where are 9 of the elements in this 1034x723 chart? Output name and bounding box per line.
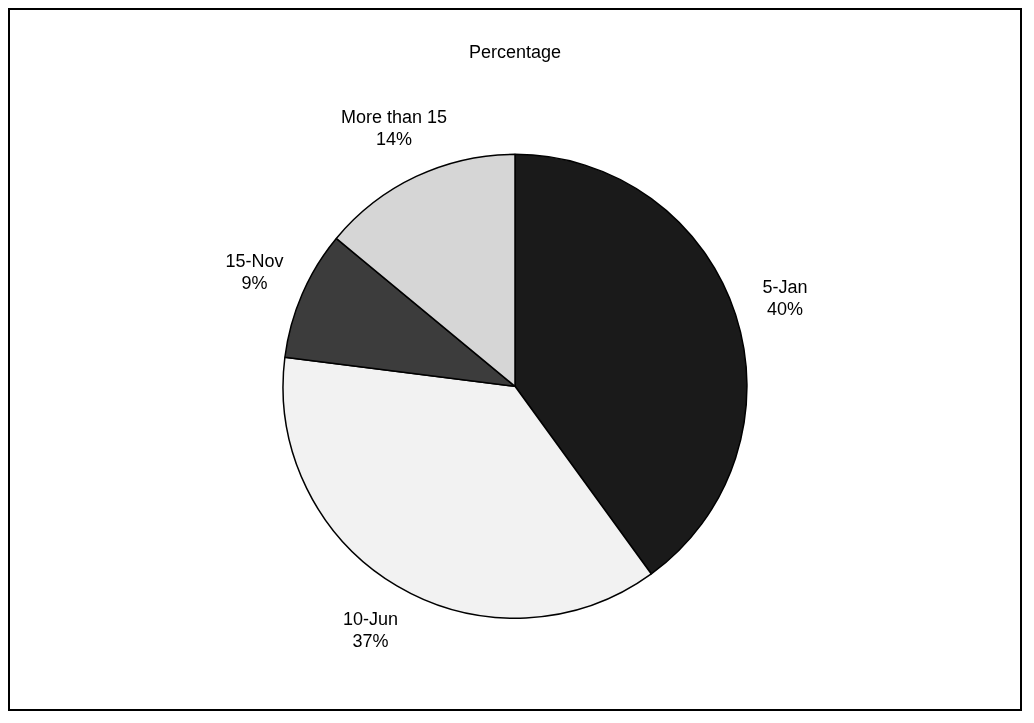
slice-label: 5-Jan xyxy=(762,276,808,297)
data-label: 9% xyxy=(241,273,268,294)
slice-label: 15-Nov xyxy=(225,251,284,272)
data-label: 14% xyxy=(376,129,413,150)
chart-title: Percentage xyxy=(468,41,562,62)
slice-label: 10-Jun xyxy=(342,608,398,629)
data-label: 37% xyxy=(352,630,389,651)
slice-label: More than 15 xyxy=(341,107,448,128)
data-label: 40% xyxy=(767,298,804,319)
